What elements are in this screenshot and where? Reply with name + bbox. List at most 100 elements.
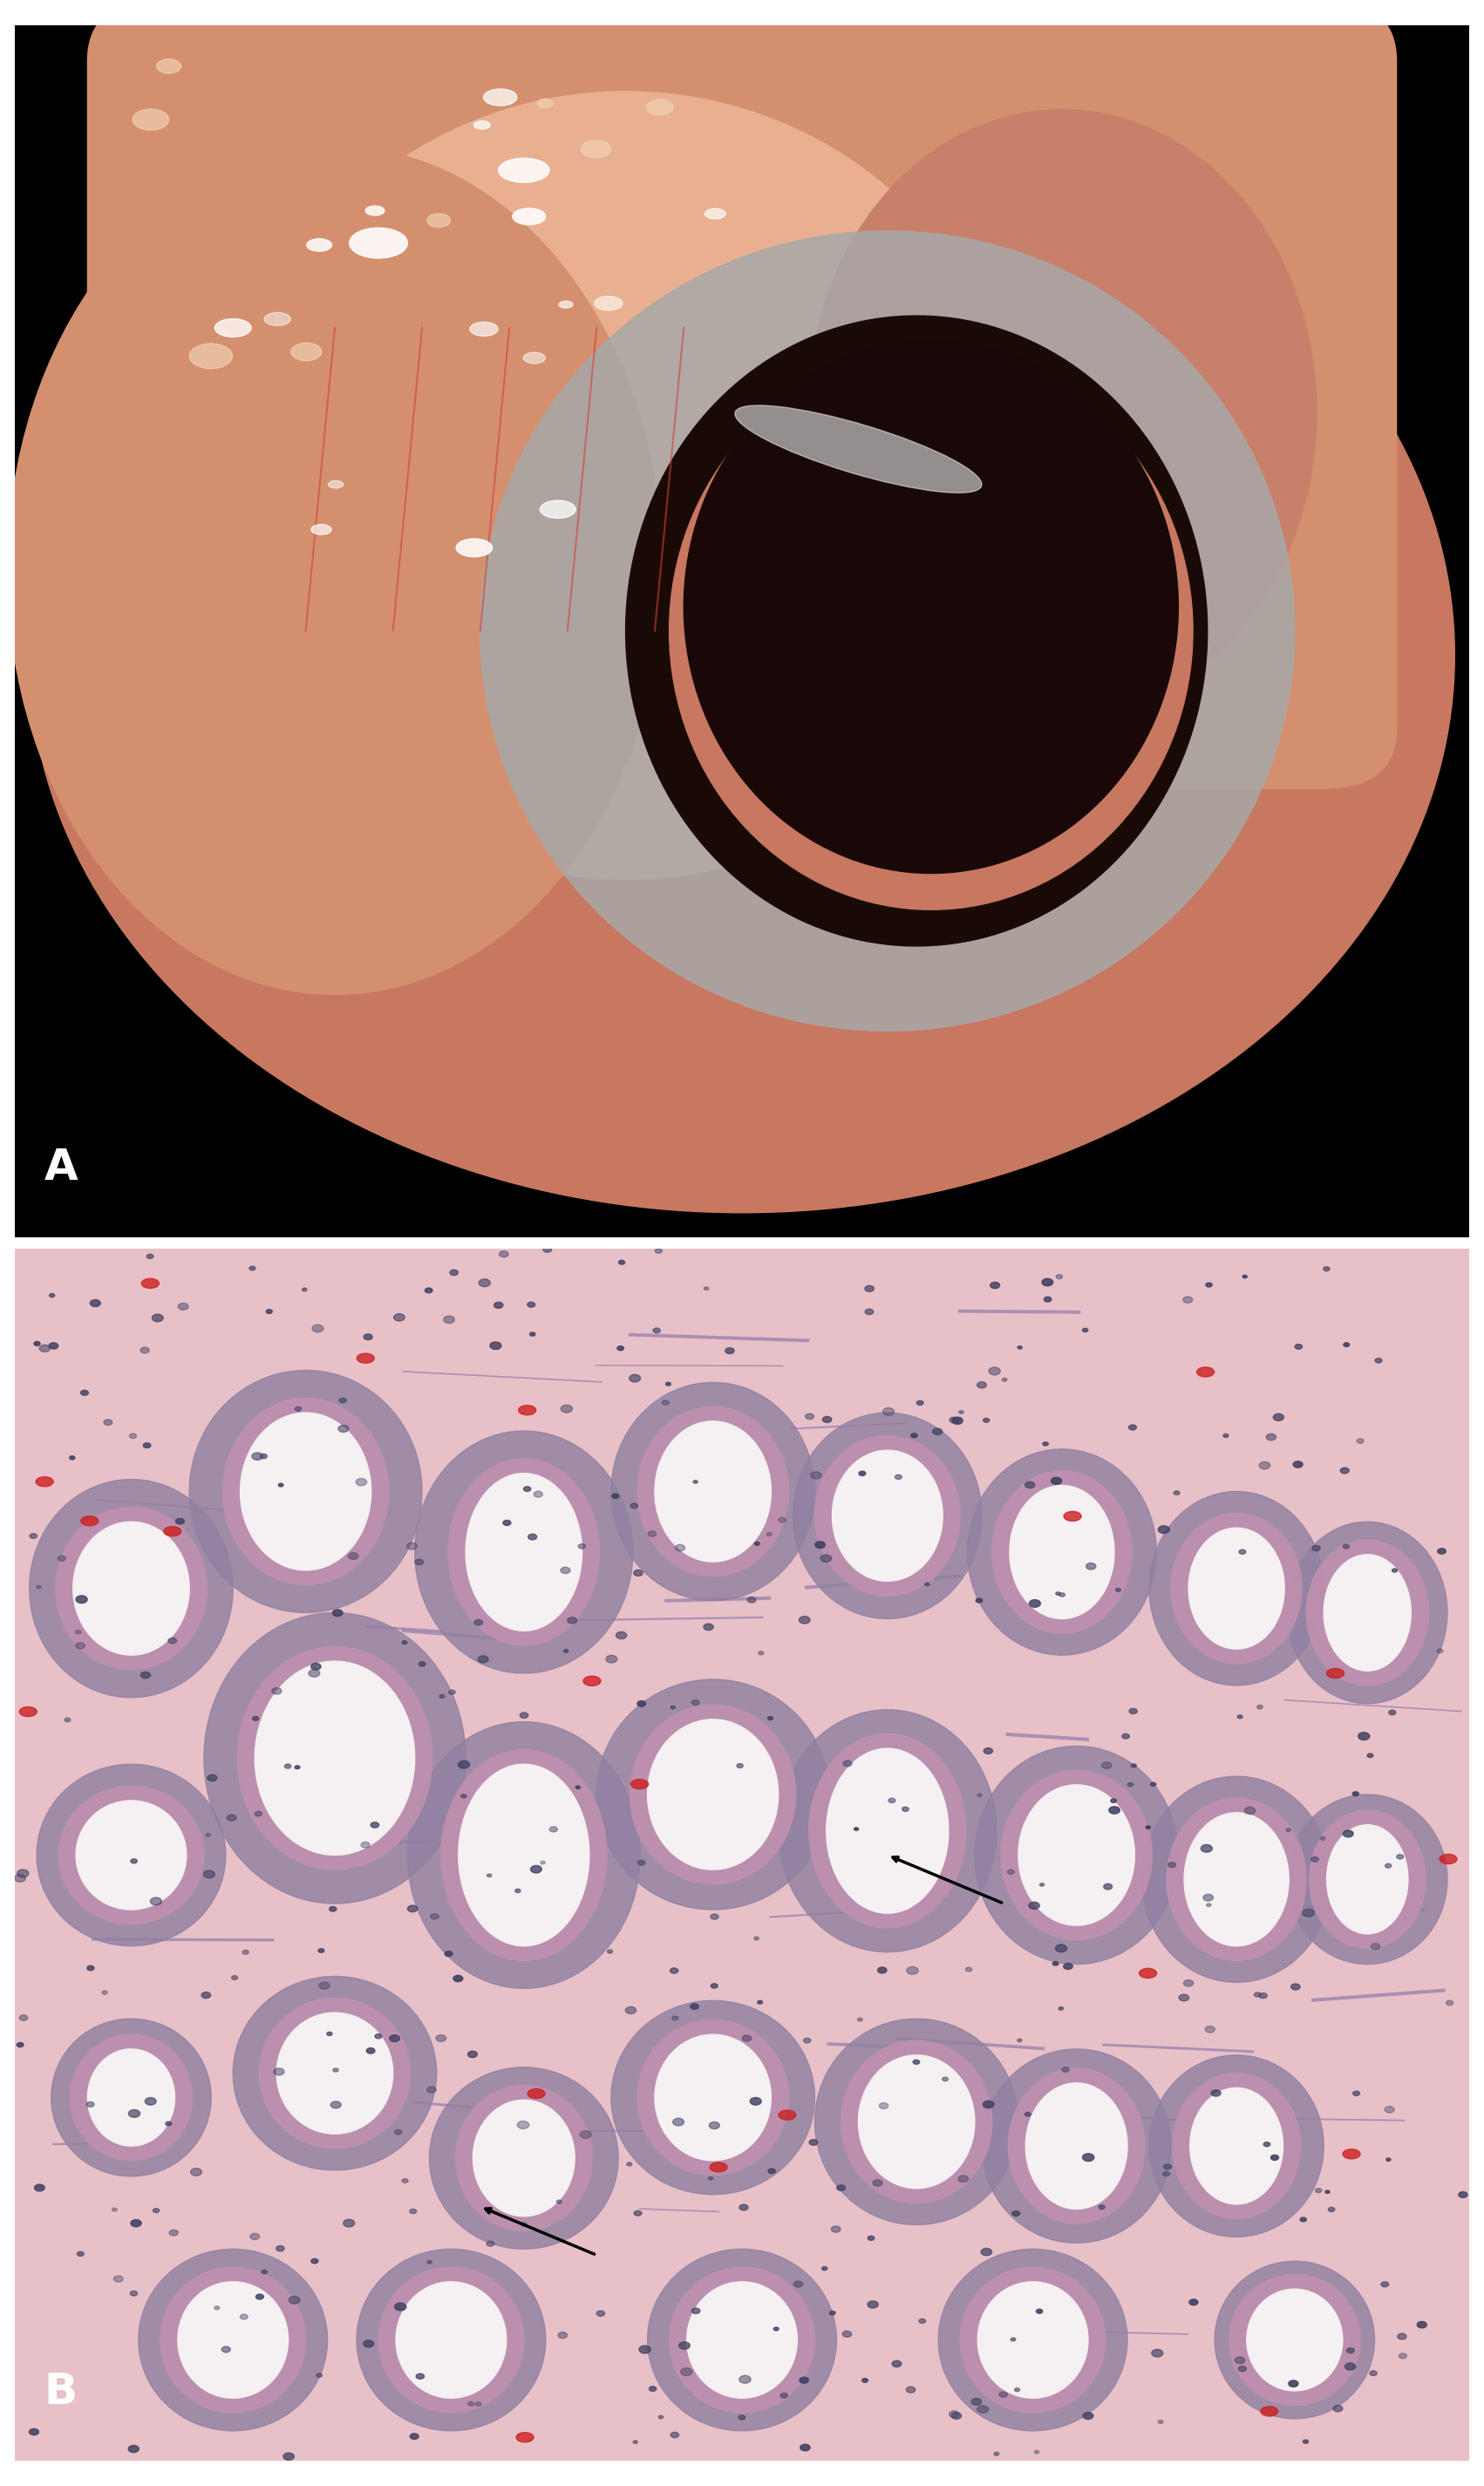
Ellipse shape [135, 259, 165, 276]
Polygon shape [960, 2267, 1106, 2411]
Ellipse shape [1052, 1961, 1058, 1966]
Ellipse shape [1043, 1298, 1051, 1303]
Ellipse shape [748, 1596, 755, 1603]
Ellipse shape [77, 2252, 83, 2257]
Ellipse shape [1055, 1944, 1067, 1952]
Ellipse shape [558, 2332, 567, 2339]
Ellipse shape [144, 1442, 151, 1447]
Ellipse shape [1371, 1944, 1380, 1949]
Ellipse shape [30, 1534, 37, 1539]
Polygon shape [70, 2034, 193, 2160]
Polygon shape [260, 1999, 411, 2148]
Ellipse shape [580, 2131, 591, 2138]
Ellipse shape [349, 1554, 358, 1559]
Ellipse shape [1146, 1825, 1150, 1830]
Ellipse shape [1343, 1830, 1353, 1837]
Ellipse shape [86, 2101, 93, 2108]
Ellipse shape [837, 2185, 846, 2190]
Ellipse shape [1163, 2165, 1171, 2170]
Ellipse shape [634, 1569, 643, 1576]
Ellipse shape [1034, 2451, 1039, 2454]
Ellipse shape [959, 1410, 963, 1415]
Ellipse shape [1018, 1345, 1022, 1350]
Ellipse shape [285, 1765, 291, 1768]
Ellipse shape [1358, 1733, 1370, 1740]
Ellipse shape [1352, 1792, 1359, 1795]
Ellipse shape [527, 1303, 536, 1308]
Ellipse shape [1028, 1902, 1039, 1909]
Ellipse shape [150, 1897, 162, 1904]
Polygon shape [1229, 2275, 1359, 2406]
Ellipse shape [349, 229, 408, 259]
Ellipse shape [1389, 1710, 1396, 1715]
Ellipse shape [1386, 2158, 1391, 2160]
Ellipse shape [1315, 2188, 1322, 2193]
Ellipse shape [976, 1598, 982, 1603]
Ellipse shape [579, 1544, 585, 1549]
Ellipse shape [190, 2168, 202, 2175]
Ellipse shape [1333, 2406, 1343, 2411]
Ellipse shape [597, 2309, 604, 2317]
Ellipse shape [919, 2319, 926, 2324]
Ellipse shape [459, 1760, 469, 1768]
Ellipse shape [690, 2004, 699, 2009]
Ellipse shape [332, 2068, 338, 2071]
Ellipse shape [249, 239, 273, 249]
Ellipse shape [913, 2061, 920, 2063]
Ellipse shape [659, 2416, 663, 2419]
Ellipse shape [1040, 1884, 1045, 1887]
Ellipse shape [711, 1914, 718, 1919]
Ellipse shape [221, 2347, 230, 2352]
Ellipse shape [240, 2314, 248, 2319]
Ellipse shape [892, 2362, 901, 2367]
Ellipse shape [932, 1429, 942, 1434]
Ellipse shape [708, 2178, 712, 2180]
Polygon shape [408, 1723, 640, 1989]
Ellipse shape [1122, 1733, 1129, 1738]
Ellipse shape [175, 1519, 184, 1524]
Ellipse shape [1011, 2337, 1015, 2342]
Polygon shape [138, 2250, 328, 2431]
Ellipse shape [798, 1616, 810, 1623]
Ellipse shape [528, 2088, 545, 2098]
Ellipse shape [371, 1822, 378, 1827]
Ellipse shape [1002, 1377, 1008, 1382]
Polygon shape [841, 2041, 993, 2203]
Polygon shape [1172, 2073, 1300, 2218]
Ellipse shape [822, 1417, 831, 1422]
Ellipse shape [255, 664, 286, 679]
Ellipse shape [324, 373, 341, 383]
Polygon shape [396, 2282, 506, 2399]
Polygon shape [669, 2267, 815, 2411]
Ellipse shape [1291, 1984, 1300, 1989]
Ellipse shape [227, 1815, 236, 1820]
Ellipse shape [104, 1420, 113, 1424]
Ellipse shape [1042, 1278, 1054, 1285]
Ellipse shape [1018, 2039, 1022, 2041]
Ellipse shape [680, 2342, 690, 2349]
Ellipse shape [1273, 1415, 1284, 1420]
Ellipse shape [1459, 2193, 1468, 2198]
Ellipse shape [672, 2118, 684, 2126]
Ellipse shape [1439, 1855, 1457, 1864]
Polygon shape [37, 1765, 226, 1947]
Ellipse shape [494, 1303, 503, 1308]
Ellipse shape [255, 1812, 263, 1817]
Ellipse shape [879, 2103, 889, 2108]
Ellipse shape [531, 1864, 542, 1872]
Ellipse shape [58, 1556, 65, 1561]
Ellipse shape [1303, 2439, 1309, 2444]
Polygon shape [1306, 1539, 1429, 1686]
Ellipse shape [445, 1952, 453, 1956]
Ellipse shape [145, 2098, 156, 2106]
Ellipse shape [781, 2394, 788, 2399]
Ellipse shape [364, 2339, 374, 2347]
Ellipse shape [402, 1641, 407, 1643]
Ellipse shape [549, 1827, 558, 1832]
Polygon shape [968, 1449, 1156, 1656]
Ellipse shape [410, 2210, 417, 2213]
Ellipse shape [617, 403, 654, 420]
Ellipse shape [629, 1375, 641, 1382]
Ellipse shape [448, 1690, 456, 1695]
Ellipse shape [129, 1434, 137, 1439]
